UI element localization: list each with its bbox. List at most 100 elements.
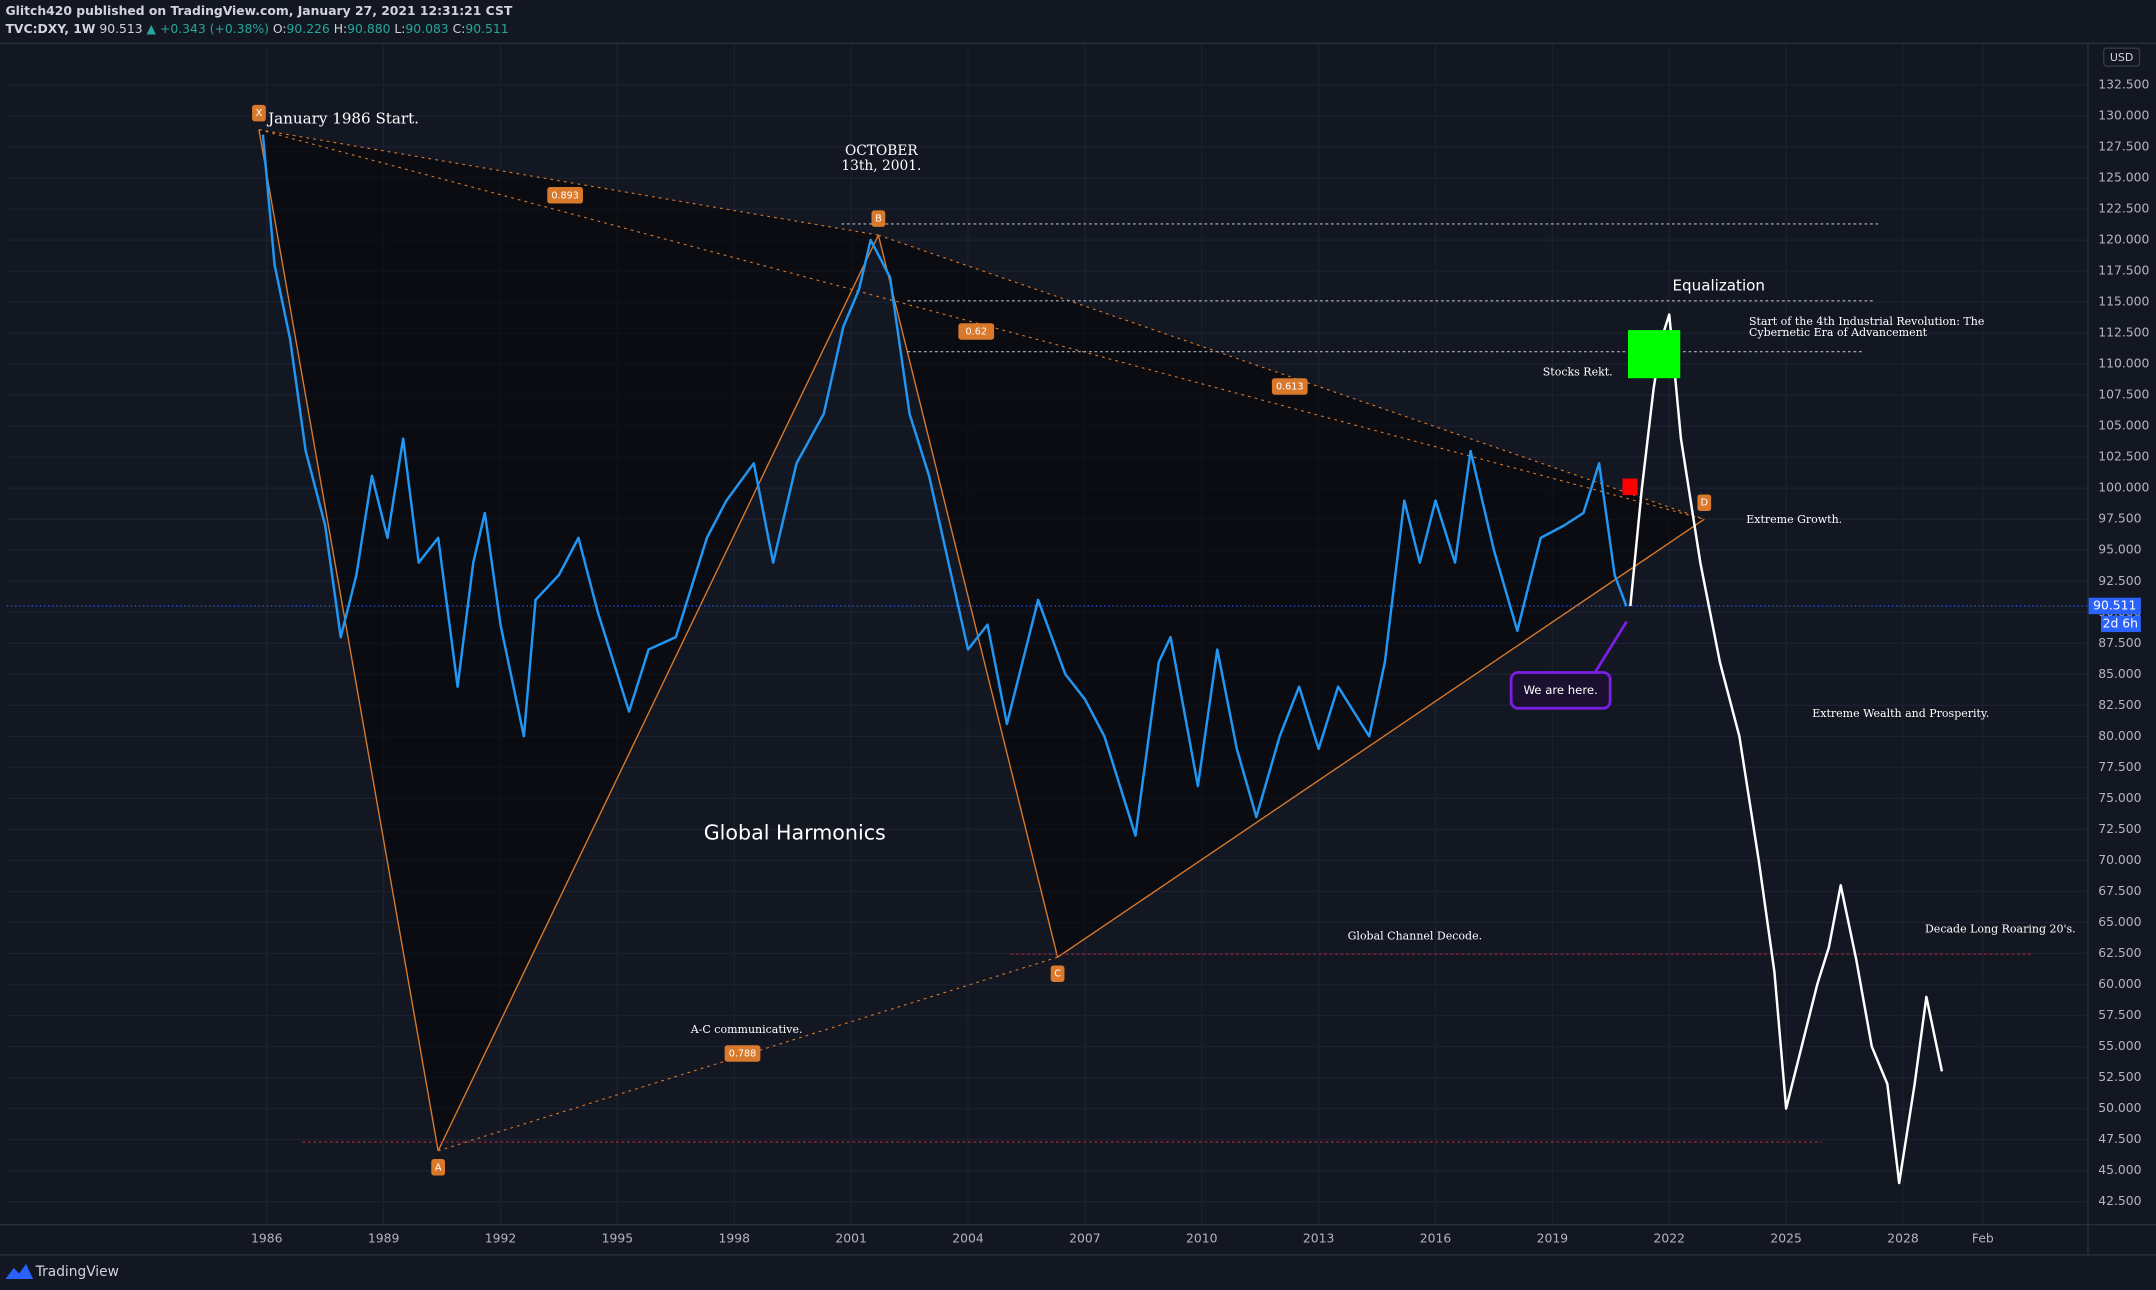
pattern-leg [437,234,879,1152]
ohlc-value: 90.511 [465,21,508,35]
annotation: Start of the 4th Industrial Revolution: … [1749,315,1984,328]
pattern-leg [877,234,1059,958]
x-tick-label: 2007 [1069,1232,1100,1246]
y-tick-label: 67.500 [2098,884,2141,898]
annotation: Equalization [1672,277,1765,295]
pattern-fill [258,129,879,1151]
pattern-point [252,104,266,122]
price-line [1629,313,1944,1185]
red-marker [1622,478,1638,496]
x-tick-label: Feb [1972,1232,1994,1246]
currency[interactable]: USD [2110,51,2134,64]
y-tick-label: 55.000 [2098,1039,2141,1053]
countdown-badge [2101,615,2141,633]
x-tick-label: 1992 [485,1232,516,1246]
ratio-box [958,323,995,340]
callout-pointer [1593,620,1628,674]
y-tick-label: 100.000 [2098,481,2149,495]
x-tick-label: 1995 [602,1232,633,1246]
annotation: Extreme Wealth and Prosperity. [1812,707,1989,720]
pattern-ratio-line [878,234,1705,520]
green-zone [1628,330,1681,379]
y-tick-label: 60.000 [2098,977,2141,991]
price-line [261,134,1628,837]
x-tick-label: 2016 [1420,1232,1452,1246]
y-tick-label: 105.000 [2098,419,2149,433]
x-tick-label: 1989 [368,1232,399,1246]
pattern-ratio-line [258,129,1705,520]
pattern-point [1697,494,1712,511]
y-tick-label: 52.500 [2098,1070,2141,1084]
last-price-badge [2088,597,2141,615]
y-tick-label: 102.500 [2098,450,2149,464]
y-tick-label: 112.500 [2098,326,2149,340]
y-tick-label: 42.500 [2098,1194,2141,1208]
logo-icon [5,1263,33,1279]
pattern-ratio-line [258,129,879,236]
symbol-line: TVC:DXY, 1W 90.513 ▲ +0.343 (+0.38%) O: 9… [6,21,509,35]
annotation: 13th, 2001. [841,158,921,174]
y-tick-label: 92.500 [2098,574,2141,588]
ratio-box [547,187,583,204]
y-tick-label: 80.000 [2098,729,2141,743]
ohlc-value: 90.083 [405,21,448,35]
overlay: 42.500 45.000 47.500 50.000 52.500 55.000 57.5… [251,77,2149,1245]
y-tick-label: 125.000 [2098,171,2149,185]
ratio-label: 0.613 [1276,381,1304,392]
pattern-leg [258,129,439,1151]
currency-box[interactable] [2103,47,2141,67]
annotation: Decade Long Roaring 20's. [1925,923,2076,936]
annotation: OCTOBER [845,143,918,159]
brand: TradingView [35,1264,119,1280]
price: 90.513 [99,21,142,35]
ratio-label: 0.788 [729,1048,757,1059]
ratio-label: 0.893 [551,190,579,201]
pattern-point-label: D [1701,498,1708,509]
ohlc-key: C: [453,21,466,35]
y-tick-label: 120.000 [2098,233,2149,247]
pattern-point [871,210,886,227]
pattern-point-label: B [875,214,882,225]
y-tick-label: 62.500 [2098,946,2141,960]
x-tick-label: 2013 [1303,1232,1334,1246]
x-tick-label: 2028 [1887,1232,1919,1246]
y-tick-label: 117.500 [2098,264,2149,278]
y-tick-label: 132.500 [2098,77,2149,91]
pattern-point [1050,965,1065,982]
y-tick-label: 87.500 [2098,636,2141,650]
change: ▲ +0.343 (+0.38%) [147,21,269,35]
ratio-label: 0.62 [966,326,987,337]
annotation: Stocks Rekt. [1543,366,1613,379]
y-tick-label: 85.000 [2098,667,2141,681]
y-tick-label: 75.000 [2098,791,2141,805]
pattern-point-label: X [256,108,263,119]
ohlc-key: H: [334,21,347,35]
x-tick-label: 1998 [718,1232,750,1246]
ratio-box [724,1045,761,1062]
y-tick-label: 50.000 [2098,1101,2141,1115]
pattern-leg [1057,518,1705,958]
y-tick-label: 45.000 [2098,1163,2141,1177]
y-tick-label: 82.500 [2098,698,2141,712]
y-tick-label: 127.500 [2098,139,2149,153]
pattern-fill [878,235,1705,958]
annotation: We are here. [1523,683,1597,697]
annotation: A-C communicative. [690,1023,803,1036]
y-tick-label: 70.000 [2098,853,2141,867]
ohlc-key: L: [394,21,405,35]
pattern-point-label: A [435,1162,442,1173]
plot-area [6,44,2088,1224]
x-tick-label: 2004 [952,1232,984,1246]
y-tick-label: 95.000 [2098,543,2141,557]
pattern-point [431,1159,446,1176]
y-tick-label: 57.500 [2098,1008,2141,1022]
ratio-box [1271,378,1308,395]
symbol: TVC:DXY, 1W [6,21,96,35]
y-tick-label: 115.000 [2098,295,2149,309]
ohlc-key: O: [273,21,287,35]
annotation: Global Channel Decode. [1348,930,1482,943]
annotation: Extreme Growth. [1746,513,1842,526]
y-tick-label: 72.500 [2098,822,2141,836]
y-tick-label: 47.500 [2098,1132,2141,1146]
